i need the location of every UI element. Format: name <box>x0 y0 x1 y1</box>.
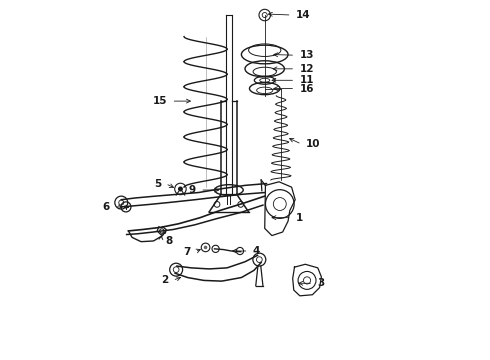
Text: 14: 14 <box>296 10 311 20</box>
Circle shape <box>178 186 183 192</box>
Text: 7: 7 <box>183 247 191 257</box>
Text: 2: 2 <box>161 275 168 285</box>
Text: 8: 8 <box>165 236 172 246</box>
Text: 1: 1 <box>296 213 303 222</box>
Text: 13: 13 <box>299 50 314 60</box>
Text: 16: 16 <box>299 84 314 94</box>
Text: 5: 5 <box>154 179 161 189</box>
Text: 6: 6 <box>102 202 110 212</box>
Text: 12: 12 <box>299 64 314 74</box>
Text: 9: 9 <box>189 185 196 195</box>
Text: 15: 15 <box>153 96 167 106</box>
Circle shape <box>124 205 128 209</box>
Text: 4: 4 <box>253 246 260 256</box>
Circle shape <box>204 246 207 249</box>
Text: 3: 3 <box>318 278 325 288</box>
Text: 10: 10 <box>306 139 320 149</box>
Text: 11: 11 <box>299 75 314 85</box>
